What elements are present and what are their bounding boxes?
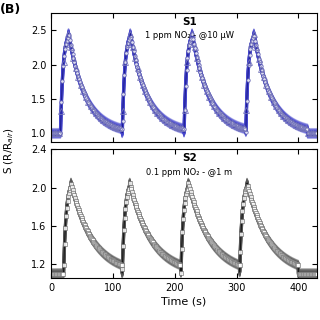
Text: 0.1 ppm NO₂ - @1 m: 0.1 ppm NO₂ - @1 m bbox=[146, 167, 232, 177]
Text: S1: S1 bbox=[182, 17, 197, 27]
Text: S2: S2 bbox=[182, 153, 197, 163]
Text: S (R/R$_{air}$): S (R/R$_{air}$) bbox=[3, 127, 16, 174]
X-axis label: Time (s): Time (s) bbox=[161, 296, 207, 306]
Text: 1 ppm NO₂ - @10 μW: 1 ppm NO₂ - @10 μW bbox=[145, 31, 234, 40]
Text: (B): (B) bbox=[0, 3, 21, 16]
